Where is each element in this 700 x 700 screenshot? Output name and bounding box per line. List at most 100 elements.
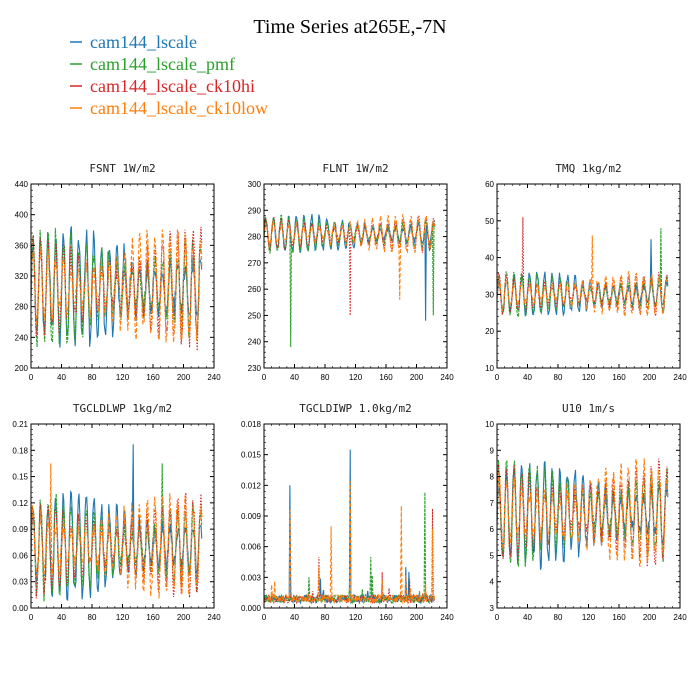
- y-tick-label: 290: [248, 206, 262, 215]
- y-tick-label: 240: [248, 338, 262, 347]
- panel-3: TGCLDLWP 1kg/m2 0 40 80 120 160 200 240 0.00 0.03…: [12, 402, 221, 622]
- y-tick-label: 0.15: [12, 473, 28, 482]
- panel-title: FLNT 1W/m2: [322, 162, 388, 175]
- x-tick-label: 200: [643, 613, 657, 622]
- plot-frame: [496, 183, 681, 369]
- y-tick-label: 6: [490, 525, 495, 534]
- panel-title: U10 1m/s: [562, 402, 615, 415]
- series-group: [264, 213, 436, 348]
- x-tick-label: 160: [146, 613, 160, 622]
- x-tick-label: 200: [177, 373, 191, 382]
- x-tick-label: 120: [349, 613, 363, 622]
- series-line: [31, 229, 203, 343]
- x-tick-label: 40: [290, 613, 299, 622]
- plot-frame: [263, 423, 448, 609]
- series-group: [31, 226, 203, 351]
- x-tick-label: 120: [116, 613, 130, 622]
- x-tick-label: 80: [554, 613, 563, 622]
- series-line: [264, 214, 436, 300]
- x-tick-label: 160: [379, 613, 393, 622]
- x-tick-label: 240: [673, 613, 687, 622]
- y-tick-label: 0.009: [241, 512, 262, 521]
- x-tick-label: 40: [523, 613, 532, 622]
- y-tick-label: 3: [490, 604, 495, 613]
- x-tick-label: 40: [290, 373, 299, 382]
- x-tick-label: 160: [146, 373, 160, 382]
- y-tick-label: 0.012: [241, 481, 262, 490]
- legend-label: cam144_lscale: [90, 32, 197, 52]
- panel-title: TGCLDLWP 1kg/m2: [73, 402, 172, 415]
- legend-label: cam144_lscale_ck10hi: [90, 76, 255, 96]
- series-line: [31, 492, 203, 599]
- y-tick-label: 0.06: [12, 551, 28, 560]
- x-tick-label: 80: [88, 613, 97, 622]
- legend-label: cam144_lscale_pmf: [90, 54, 235, 74]
- y-tick-label: 0.03: [12, 578, 28, 587]
- figure-title: Time Series at265E,-7N: [253, 16, 446, 38]
- x-tick-label: 120: [582, 373, 596, 382]
- y-tick-label: 10: [485, 364, 494, 373]
- x-tick-label: 200: [410, 613, 424, 622]
- y-tick-label: 7: [490, 499, 495, 508]
- x-tick-label: 80: [321, 373, 330, 382]
- x-tick-label: 0: [262, 373, 267, 382]
- y-tick-label: 0.003: [241, 573, 262, 582]
- y-tick-label: 200: [15, 364, 29, 373]
- y-tick-label: 0.09: [12, 525, 28, 534]
- y-tick-label: 270: [248, 259, 262, 268]
- x-tick-label: 120: [349, 373, 363, 382]
- series-group: [264, 449, 436, 606]
- y-tick-label: 0.12: [12, 499, 28, 508]
- series-line: [264, 214, 436, 348]
- y-tick-label: 300: [248, 180, 262, 189]
- series-line: [497, 458, 669, 567]
- x-tick-label: 0: [495, 613, 500, 622]
- panel-2: TMQ 1kg/m2 0 40 80 120 160 200 240 10 20 30 40 50 60: [485, 162, 687, 382]
- panel-5: U10 1m/s 0 40 80 120 160 200 240 3 4 5 6 7 8 9 10: [485, 402, 687, 622]
- y-tick-label: 20: [485, 327, 494, 336]
- y-tick-label: 0.018: [241, 420, 262, 429]
- y-tick-label: 0.21: [12, 420, 28, 429]
- y-tick-label: 400: [15, 211, 29, 220]
- series-line: [497, 235, 669, 319]
- x-tick-label: 240: [207, 373, 221, 382]
- y-tick-label: 250: [248, 311, 262, 320]
- y-tick-label: 360: [15, 241, 29, 250]
- x-tick-label: 240: [440, 373, 454, 382]
- x-tick-label: 160: [612, 373, 626, 382]
- x-tick-label: 120: [116, 373, 130, 382]
- y-tick-label: 60: [485, 180, 494, 189]
- x-tick-label: 0: [29, 373, 34, 382]
- x-tick-label: 80: [321, 613, 330, 622]
- y-tick-label: 240: [15, 333, 29, 342]
- x-tick-label: 240: [673, 373, 687, 382]
- y-tick-label: 40: [485, 254, 494, 263]
- panel-0: FSNT 1W/m2 0 40 80 120 160 200 240 200 240 280 320 3…: [15, 162, 222, 382]
- series-group: [31, 444, 203, 602]
- y-tick-label: 9: [490, 446, 495, 455]
- panels: FSNT 1W/m20 40 80 120 160 200 2402002402803203…: [12, 162, 687, 622]
- x-tick-label: 200: [177, 613, 191, 622]
- y-tick-label: 0.015: [241, 451, 262, 460]
- y-tick-label: 280: [248, 233, 262, 242]
- y-tick-label: 0.000: [241, 604, 262, 613]
- y-tick-label: 280: [15, 303, 29, 312]
- panel-1: FLNT 1W/m2 0 40 80 120 160 200 240 230 240 250 260 2…: [248, 162, 455, 382]
- x-tick-label: 40: [57, 613, 66, 622]
- y-tick-label: 0.006: [241, 543, 262, 552]
- panel-title: TGCLDIWP 1.0kg/m2: [299, 402, 412, 415]
- y-tick-label: 30: [485, 290, 494, 299]
- series-group: [497, 217, 669, 319]
- x-tick-label: 0: [262, 613, 267, 622]
- series-group: [497, 457, 669, 570]
- x-tick-label: 120: [582, 613, 596, 622]
- x-tick-label: 40: [523, 373, 532, 382]
- legend-label: cam144_lscale_ck10low: [90, 98, 268, 118]
- x-tick-label: 200: [643, 373, 657, 382]
- panel-title: FSNT 1W/m2: [89, 162, 155, 175]
- x-tick-label: 160: [379, 373, 393, 382]
- x-tick-label: 40: [57, 373, 66, 382]
- y-tick-label: 5: [490, 551, 495, 560]
- series-line: [497, 217, 669, 317]
